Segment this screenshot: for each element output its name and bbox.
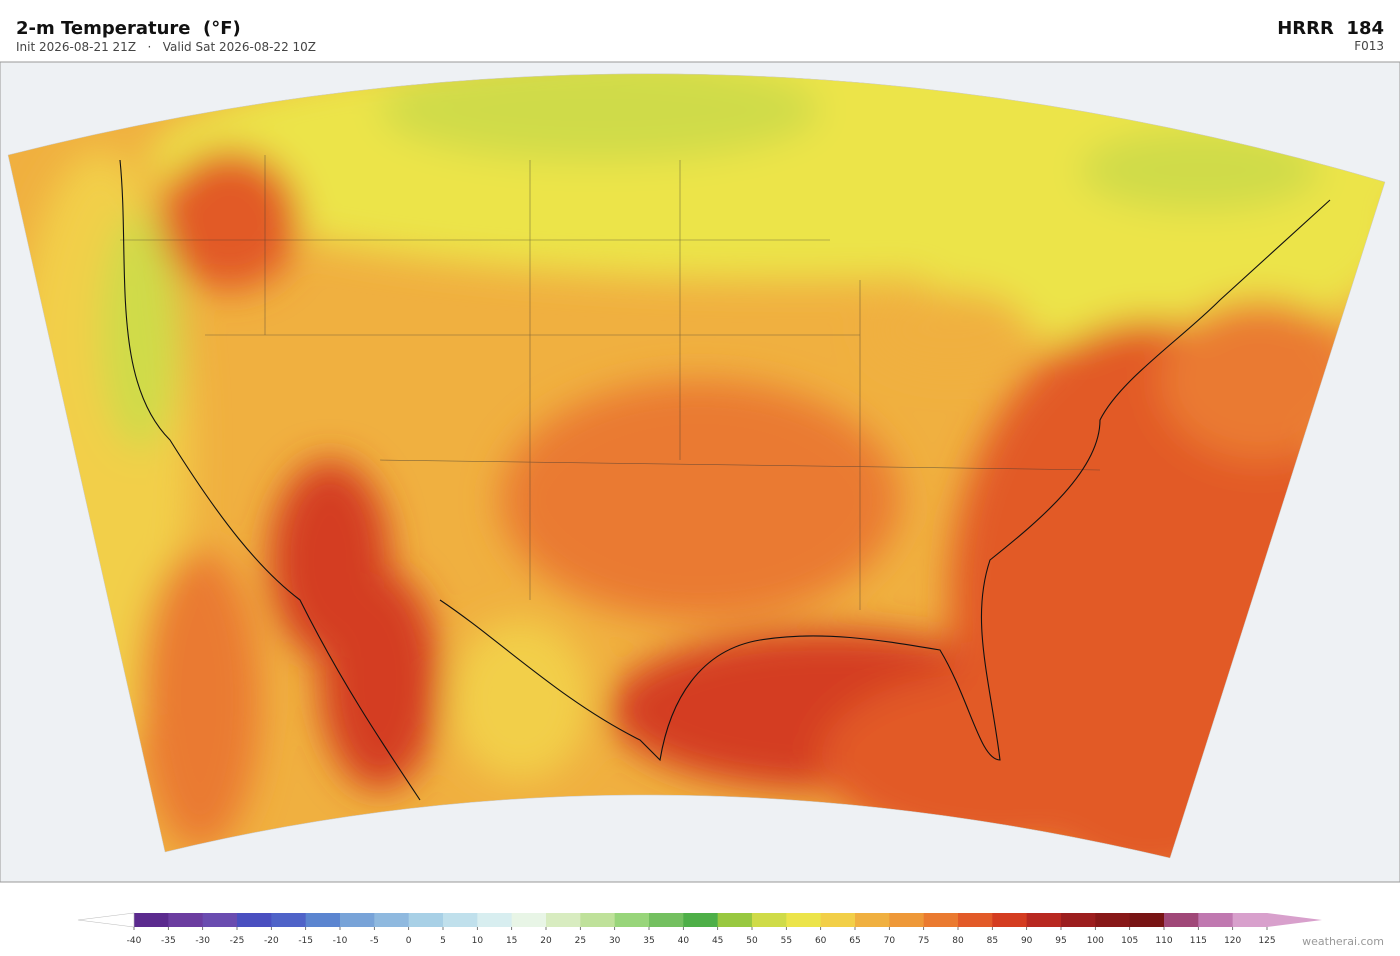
colorbar-under <box>77 912 135 928</box>
colorbar-bin <box>923 913 959 927</box>
colorbar-bin <box>134 913 169 927</box>
colorbar-bin <box>202 913 238 927</box>
colorbar-bin <box>443 913 478 927</box>
colorbar-tick-label: 55 <box>781 936 792 946</box>
colorbar-bin <box>1164 913 1199 927</box>
colorbar-tick-label: -20 <box>264 936 279 946</box>
colorbar-tick-label: -25 <box>230 936 245 946</box>
colorbar-bin <box>237 913 272 927</box>
colorbar-bin <box>855 913 890 927</box>
colorbar-bin <box>1061 913 1096 927</box>
colorbar-tick-label: 110 <box>1155 936 1172 946</box>
colorbar-tick-label: 15 <box>506 936 517 946</box>
colorbar-tick-label: 35 <box>643 936 654 946</box>
colorbar-tick-label: 0 <box>406 936 412 946</box>
colorbar-tick-label: 25 <box>575 936 586 946</box>
colorbar-tick-label: 10 <box>472 936 484 946</box>
colorbar-tick-label: -15 <box>298 936 313 946</box>
colorbar-tick-label: 90 <box>1021 936 1033 946</box>
colorbar-bin <box>271 913 307 927</box>
colorbar-tick-label: 125 <box>1258 936 1275 946</box>
colorbar: -40 -35 -30 -25 -20 -15 -10 -5 0 5 10 15 20 25 30 35 40 4… <box>77 912 1322 946</box>
colorbar-bin <box>1232 913 1268 927</box>
colorbar-bin <box>408 913 444 927</box>
colorbar-bin <box>1198 913 1234 927</box>
temperature-field <box>8 73 1385 858</box>
colorbar-tick-label: 30 <box>609 936 621 946</box>
colorbar-tick-label: 80 <box>952 936 964 946</box>
colorbar-tick-label: 115 <box>1190 936 1207 946</box>
colorbar-bin <box>889 913 925 927</box>
colorbar-tick-label: 100 <box>1087 936 1104 946</box>
colorbar-bin <box>958 913 993 927</box>
colorbar-tick-label: 70 <box>884 936 896 946</box>
colorbar-bin <box>992 913 1028 927</box>
colorbar-tick-label: -5 <box>370 936 379 946</box>
title: 2-m Temperature (°F) <box>16 18 241 39</box>
colorbar-bin <box>168 913 204 927</box>
colorbar-tick-label: 5 <box>440 936 446 946</box>
colorbar-bin <box>1129 913 1165 927</box>
credit: weatherai.com <box>1302 935 1384 948</box>
colorbar-tick-label: 65 <box>849 936 860 946</box>
colorbar-tick-label: 120 <box>1224 936 1241 946</box>
subtitle: Init 2026-08-21 21Z · Valid Sat 2026-08-… <box>16 40 316 54</box>
colorbar-bin <box>477 913 513 927</box>
colorbar-bin <box>649 913 684 927</box>
colorbar-tick-label: 20 <box>540 936 552 946</box>
colorbar-tick-label: 95 <box>1055 936 1066 946</box>
colorbar-bin <box>820 913 856 927</box>
forecast-hour: F013 <box>1354 39 1384 53</box>
colorbar-tick-label: 50 <box>746 936 758 946</box>
colorbar-bin <box>340 913 375 927</box>
colorbar-bin <box>614 913 650 927</box>
domain-outline <box>7 73 1386 859</box>
colorbar-bin <box>752 913 787 927</box>
colorbar-bin <box>786 913 822 927</box>
colorbar-tick-label: 60 <box>815 936 827 946</box>
colorbar-bin <box>580 913 616 927</box>
colorbar-tick-label: 85 <box>987 936 998 946</box>
colorbar-tick-label: 40 <box>678 936 690 946</box>
colorbar-tick-label: -10 <box>333 936 348 946</box>
model-label: HRRR 184 <box>1277 18 1384 39</box>
colorbar-tick-label: -35 <box>161 936 176 946</box>
colorbar-bin <box>305 913 341 927</box>
colorbar-bin <box>374 913 410 927</box>
colorbar-tick-label: 105 <box>1121 936 1138 946</box>
colorbar-bin <box>546 913 581 927</box>
colorbar-bin <box>1026 913 1062 927</box>
colorbar-tick-label: -30 <box>195 936 210 946</box>
colorbar-tick-label: -40 <box>127 936 142 946</box>
colorbar-tick-label: 75 <box>918 936 929 946</box>
colorbar-bin <box>1095 913 1131 927</box>
colorbar-bin <box>511 913 547 927</box>
colorbar-over <box>1267 913 1322 927</box>
colorbar-tick-label: 45 <box>712 936 723 946</box>
colorbar-bin <box>717 913 753 927</box>
colorbar-bin <box>683 913 719 927</box>
